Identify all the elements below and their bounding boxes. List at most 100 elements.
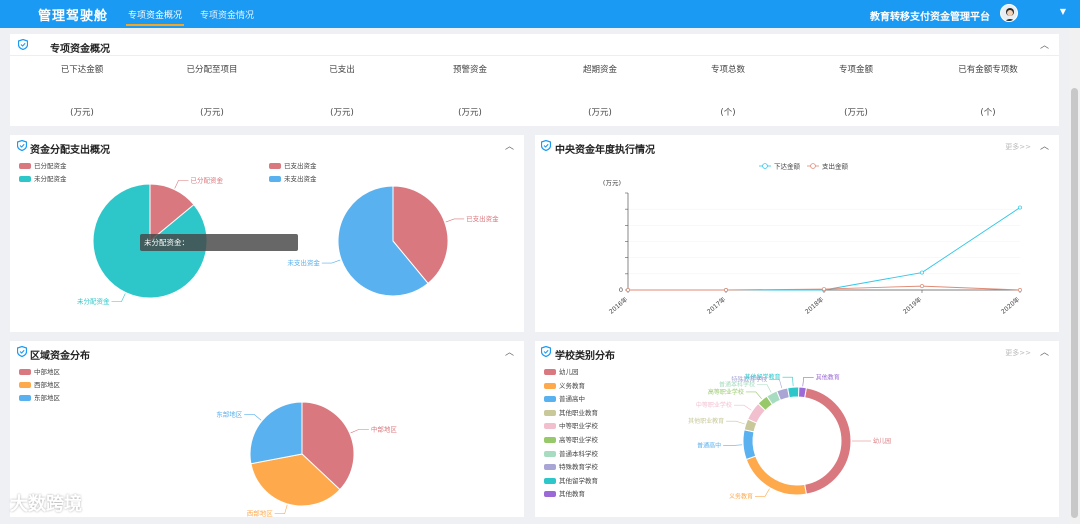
pie-slice[interactable] (745, 455, 807, 496)
slice-label: 中部地区 (371, 424, 398, 433)
allocation-legend-left: 已分配资金 未分配资金 (19, 162, 67, 184)
allocation-legend-right: 已支出资金 未支出资金 (269, 162, 317, 184)
shield-icon (17, 140, 27, 151)
collapse-chevron-icon[interactable]: ︿ (1039, 41, 1049, 51)
legend-item[interactable]: 义务教育 (544, 382, 598, 391)
data-point[interactable] (1018, 288, 1022, 292)
pie-slice[interactable] (787, 386, 800, 399)
more-link[interactable]: 更多>> (1005, 349, 1031, 357)
data-point[interactable] (626, 288, 630, 292)
label-leader (445, 218, 465, 223)
legend-item[interactable]: 高等职业学校 (544, 436, 598, 445)
legend-swatch (19, 163, 31, 169)
stat-label: 已支出 (329, 65, 355, 75)
shield-icon (18, 39, 28, 50)
slice-label: 已支出资金 (466, 214, 499, 223)
x-tick-label: 2018年 (803, 295, 825, 315)
shield-icon (17, 346, 27, 357)
data-point[interactable] (822, 287, 826, 291)
legend-label: 其他职业教育 (559, 408, 598, 417)
legend-item[interactable]: 已支出资金 (269, 162, 317, 171)
data-point[interactable] (920, 284, 924, 289)
region-header: 区域资金分布 ︿ (10, 341, 524, 363)
overview-title: 专项资金概况 (50, 44, 110, 55)
stat-unit: (个) (980, 108, 996, 118)
stat-unit: (万元) (70, 108, 94, 118)
stat-label: 已分配至项目 (186, 65, 238, 75)
label-leader (756, 384, 772, 393)
collapse-chevron-icon[interactable]: ︿ (504, 348, 514, 358)
data-point[interactable] (1018, 205, 1022, 210)
label-leader (174, 180, 189, 189)
pie-slice[interactable] (798, 386, 807, 399)
series-line[interactable] (628, 207, 1021, 291)
stat-unit: (万元) (458, 108, 482, 118)
legend-item[interactable]: 中部地区 (19, 368, 60, 377)
legend-item[interactable]: 其他留学教育 (544, 477, 598, 486)
pie-slice[interactable] (337, 185, 429, 297)
tab-fund-status[interactable]: 专项资金情况 (200, 11, 255, 21)
legend-label: 未分配资金 (34, 175, 67, 183)
legend-item[interactable]: 已分配资金 (19, 162, 67, 171)
stat-unit: (万元) (330, 108, 354, 118)
collapse-chevron-icon[interactable]: ︿ (1039, 142, 1049, 152)
legend-label: 东部地区 (34, 394, 60, 402)
stat-label: 已下达金额 (60, 65, 104, 75)
legend-swatch (544, 409, 556, 416)
legend-item[interactable]: 其他教育 (544, 490, 598, 499)
legend-item[interactable]: 普通本科学校 (544, 450, 598, 459)
legend-swatch (19, 395, 31, 401)
overview-stats: 已下达金额 (万元) 已分配至项目 (万元) 已支出 (万元) 预警资金 (万元) 超期… (10, 58, 1059, 124)
more-link[interactable]: 更多>> (1005, 143, 1031, 151)
legend-item[interactable]: 西部地区 (19, 381, 60, 390)
pie-slice[interactable] (804, 387, 852, 495)
x-tick-label: 2017年 (705, 295, 727, 315)
data-point[interactable] (920, 270, 924, 275)
legend-label: 普通高中 (559, 395, 585, 404)
legend-marker (810, 163, 816, 169)
stat-unit: (万元) (200, 108, 224, 118)
legend-label: 义务教育 (559, 381, 585, 390)
allocation-header: 资金分配支出概况 ︿ (10, 135, 524, 157)
pie-slice[interactable] (742, 429, 757, 461)
legend-item[interactable]: 幼儿园 (544, 368, 598, 377)
stat-label: 超期资金 (582, 65, 617, 75)
pie-slice[interactable] (249, 401, 303, 465)
legend-label: 已支出资金 (284, 162, 317, 170)
legend-item[interactable]: 未支出资金 (269, 175, 317, 184)
legend-item[interactable]: 中等职业学校 (544, 422, 598, 431)
label-leader (111, 293, 126, 302)
data-point[interactable] (724, 288, 728, 292)
overview-header: 专项资金概况 ︿ (10, 34, 1059, 56)
legend-item[interactable]: 未分配资金 (19, 175, 67, 184)
legend-label: 中部地区 (34, 368, 60, 376)
legend-label: 普通本科学校 (559, 449, 598, 458)
label-leader (802, 377, 814, 387)
pie-slice[interactable] (392, 185, 449, 285)
slice-label: 西部地区 (247, 509, 274, 517)
legend-item[interactable]: 其他职业教育 (544, 409, 598, 418)
pie-slice[interactable] (301, 401, 355, 491)
legend-item[interactable]: 普通高中 (544, 395, 598, 404)
collapse-chevron-icon[interactable]: ︿ (504, 142, 514, 152)
chevron-down-icon[interactable]: ▼ (1059, 7, 1066, 16)
legend-label: 幼儿园 (559, 368, 579, 376)
avatar[interactable] (1000, 4, 1018, 22)
label-leader (733, 404, 752, 411)
central-header: 中央资金年度执行情况 更多>> ︿ (535, 135, 1059, 157)
pie-slice[interactable] (250, 453, 341, 507)
tab-fund-overview[interactable]: 专项资金概况 (125, 8, 185, 26)
legend-item[interactable]: 特殊教育学校 (544, 463, 598, 472)
legend-item[interactable]: 东部地区 (19, 394, 60, 403)
collapse-chevron-icon[interactable]: ︿ (1039, 348, 1049, 358)
legend-swatch (19, 382, 31, 388)
scrollbar-thumb[interactable] (1071, 88, 1078, 518)
label-leader (769, 379, 783, 389)
legend-label: 已分配资金 (34, 162, 67, 170)
legend-swatch (544, 382, 556, 389)
page-scrollbar[interactable] (1069, 28, 1080, 524)
x-tick-label: 2016年 (607, 295, 629, 315)
